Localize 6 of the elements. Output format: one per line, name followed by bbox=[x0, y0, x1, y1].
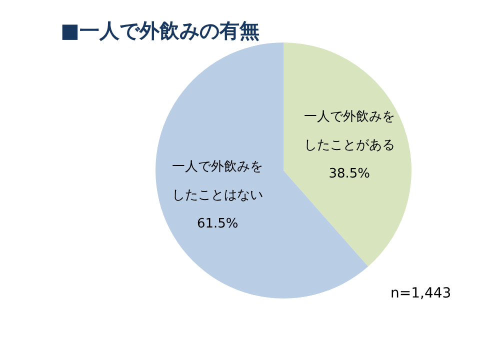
data-label: 38.5% bbox=[328, 166, 370, 182]
slice-label: 一人で外飲みをしたことはない bbox=[172, 159, 264, 203]
slice-label: 一人で外飲みをしたことがある bbox=[304, 110, 395, 154]
text: n=1,443 bbox=[390, 286, 452, 302]
data-label: 61.5% bbox=[196, 216, 238, 232]
chart-title: ■一人で外飲みの有無 bbox=[60, 18, 260, 42]
